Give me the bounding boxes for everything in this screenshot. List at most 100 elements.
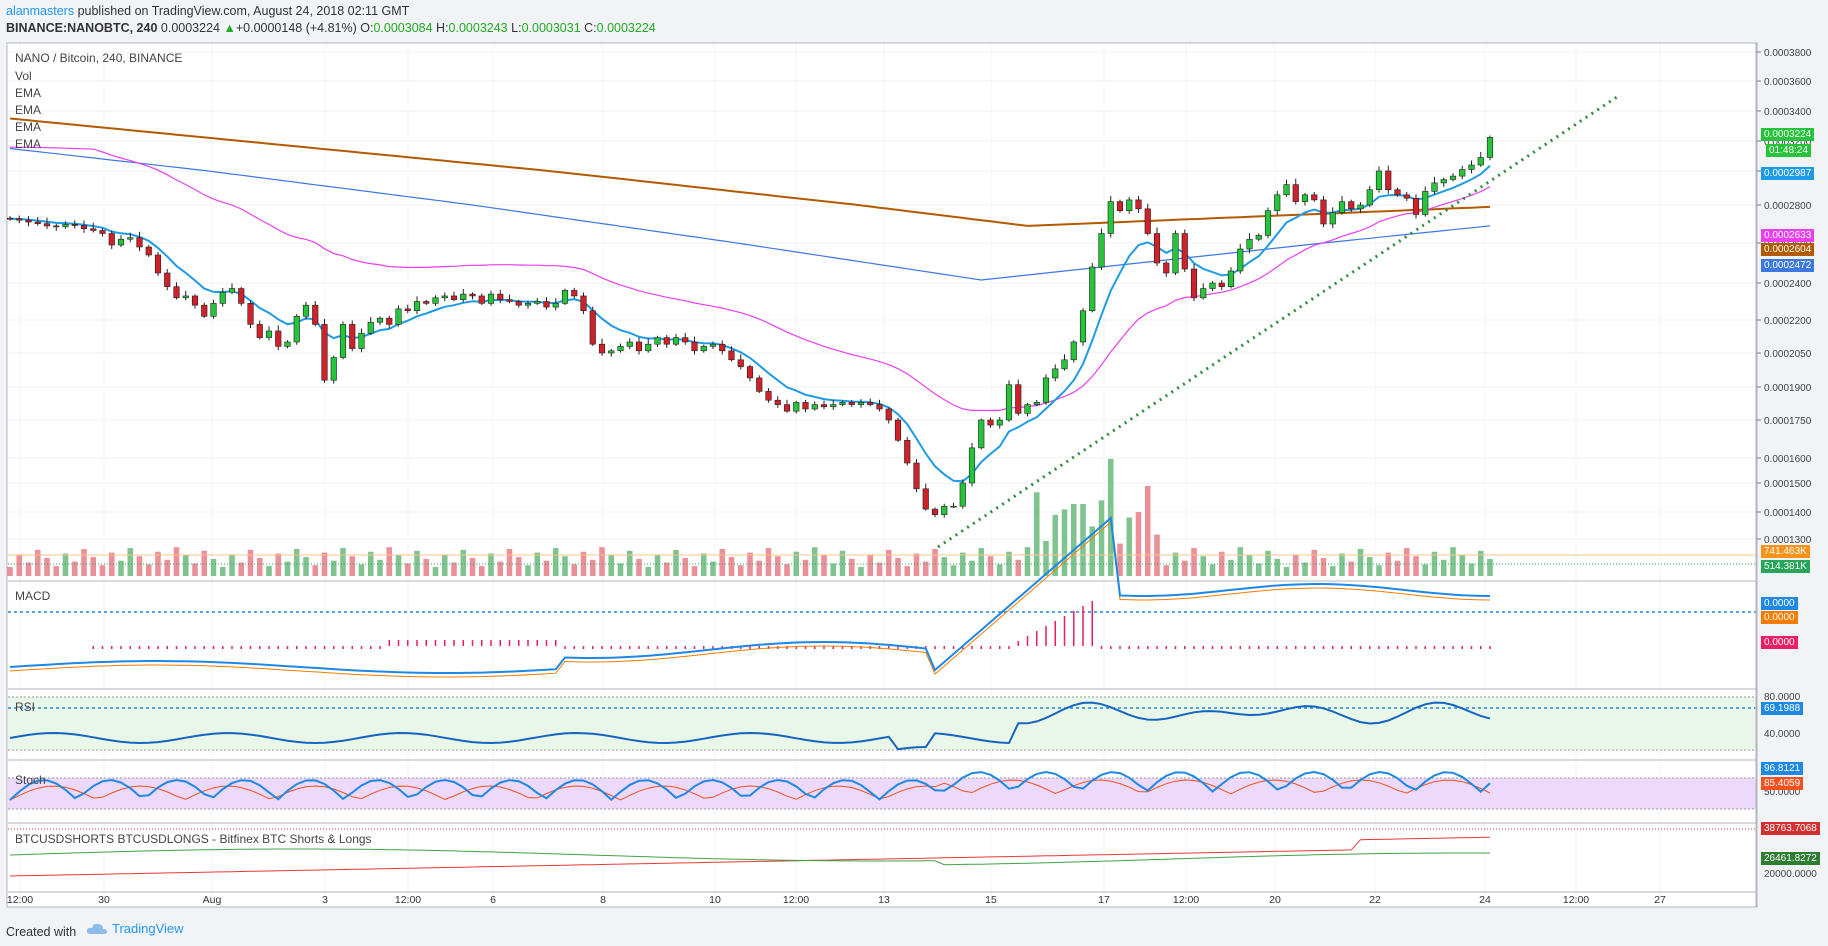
candle: [867, 402, 874, 405]
candle: [1218, 282, 1225, 287]
candle: [53, 225, 60, 228]
chart-canvas[interactable]: 0.00038000.00036000.00034000.00032000.00…: [0, 0, 1828, 917]
candle: [432, 297, 439, 304]
candle: [876, 404, 883, 410]
author-link[interactable]: alanmasters: [6, 4, 75, 18]
candle: [580, 295, 587, 312]
volume-bar: [515, 557, 522, 576]
volume-bar: [349, 556, 356, 576]
candle: [1338, 201, 1346, 213]
volume-bar: [571, 564, 578, 576]
candle: [774, 399, 781, 405]
candle: [857, 402, 865, 405]
volume-bar: [81, 549, 87, 576]
y-tick-label: 0.0001400: [1764, 508, 1812, 519]
tradingview-logo[interactable]: TradingView: [86, 921, 184, 936]
volume-bar: [1320, 558, 1327, 576]
ema-legend-3: EMA: [15, 120, 42, 134]
candle: [247, 303, 254, 325]
candle: [709, 343, 717, 347]
volume-bar: [247, 549, 254, 576]
volume-bar: [497, 561, 504, 576]
volume-bar: [1274, 558, 1281, 576]
open-label: O:: [360, 21, 374, 35]
candle: [62, 224, 69, 228]
candle: [1209, 282, 1216, 289]
volume-bar: [589, 559, 596, 576]
volume-bar: [626, 550, 633, 576]
volume-bar: [821, 555, 827, 576]
volume-bar: [210, 558, 217, 576]
candle: [367, 321, 374, 334]
volume-bar: [1459, 555, 1466, 576]
x-tick-label: 30: [98, 894, 110, 906]
volume-bar: [1033, 492, 1040, 576]
volume-bar: [599, 547, 605, 576]
volume-bar: [580, 551, 587, 576]
low-value: 0.0003031: [521, 21, 581, 35]
volume-bar: [1218, 551, 1225, 576]
x-tick-label: 12:00: [7, 894, 33, 906]
candle: [894, 419, 902, 441]
volume-bar: [1135, 512, 1142, 576]
countdown-label: 01:48:24: [1766, 144, 1811, 157]
volume-bar: [108, 552, 115, 576]
candle: [376, 317, 384, 323]
volume-bar: [16, 554, 23, 576]
volume-bar: [1061, 509, 1068, 576]
candle: [145, 246, 152, 256]
volume-bar: [1431, 551, 1438, 576]
stoch-tick-label: 50.0000: [1764, 787, 1801, 798]
signal-line: [9, 521, 1491, 678]
candle: [1311, 194, 1318, 201]
candle: [34, 221, 41, 224]
candle: [1385, 170, 1392, 191]
volume-bar: [44, 558, 50, 576]
volume-bar: [673, 549, 679, 576]
x-tick-label: 12:00: [783, 894, 809, 906]
candle: [90, 228, 97, 231]
volume-bar: [1080, 504, 1086, 576]
candle: [672, 337, 680, 345]
volume-bar: [784, 564, 790, 576]
volume-bar: [562, 556, 568, 576]
candle: [515, 301, 522, 306]
candle: [1486, 137, 1494, 158]
candle: [913, 462, 920, 490]
high-label: H:: [436, 21, 449, 35]
x-tick-label: 12:00: [1173, 894, 1199, 906]
last-price: 0.0003224: [160, 21, 220, 35]
volume-bar: [867, 554, 874, 576]
x-tick-label: 24: [1479, 894, 1491, 906]
candle: [682, 337, 689, 343]
volume-bar: [552, 548, 559, 576]
candle: [811, 404, 818, 410]
stoch-k-label: 96.8121: [1761, 762, 1804, 775]
y-tick-label: 0.0001900: [1764, 383, 1812, 394]
volume-bar: [1200, 556, 1207, 576]
volume-bar: [1228, 559, 1234, 576]
candle: [1348, 201, 1355, 210]
volume-bar: [293, 549, 300, 576]
candle: [904, 439, 911, 464]
volume-bar: [922, 561, 929, 576]
candle: [959, 482, 966, 507]
ema-fast-line: [9, 164, 1491, 483]
volume-bar: [1126, 517, 1133, 576]
y-tick-label: 0.0001500: [1764, 479, 1812, 490]
volume-bar: [414, 550, 420, 576]
low-label: L:: [511, 21, 522, 35]
volume-bar: [830, 563, 837, 576]
stoch-d-label: 85.4059: [1761, 777, 1804, 790]
ema-slow-label: 0.0002604: [1761, 243, 1815, 256]
candle: [820, 404, 828, 408]
volume-bar: [1450, 547, 1456, 576]
volume-bar: [1357, 549, 1364, 576]
candle: [330, 357, 337, 381]
candle: [275, 330, 282, 347]
candle: [922, 488, 929, 510]
candle: [1070, 341, 1077, 361]
vol-last-label: 514.381K: [1761, 560, 1810, 573]
candle: [941, 505, 948, 516]
candle: [1042, 377, 1050, 403]
